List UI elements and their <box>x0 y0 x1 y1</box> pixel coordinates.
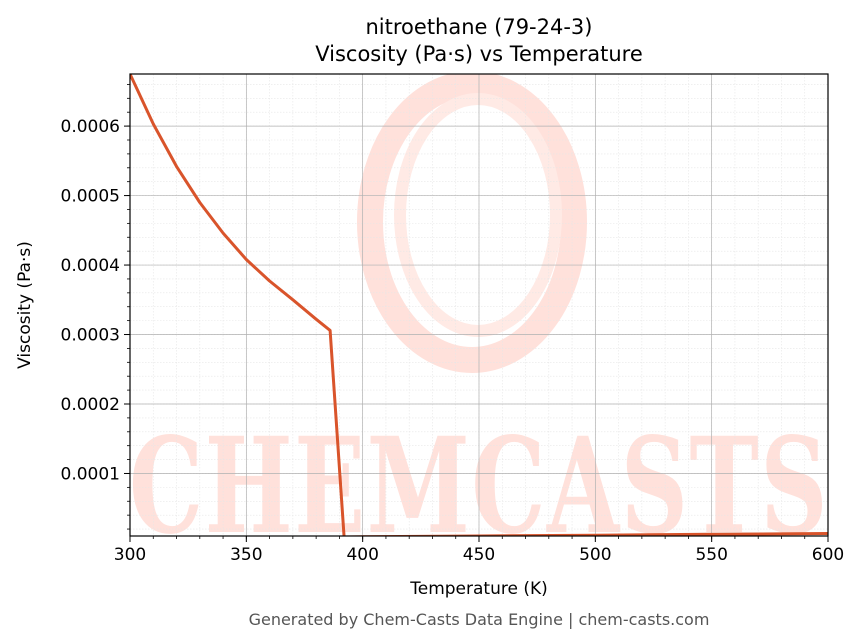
y-tick-label: 0.0003 <box>61 326 120 346</box>
x-tick-label: 600 <box>812 545 844 565</box>
footer-credit: Generated by Chem-Casts Data Engine | ch… <box>249 610 710 629</box>
chart-subtitle: Viscosity (Pa·s) vs Temperature <box>315 42 643 66</box>
x-axis-label: Temperature (K) <box>409 579 548 599</box>
x-tick-label: 350 <box>230 545 262 565</box>
swirl-logo <box>357 74 587 373</box>
y-tick-label: 0.0005 <box>61 187 120 207</box>
x-tick-label: 400 <box>346 545 378 565</box>
x-tick-label: 300 <box>114 545 146 565</box>
y-tick-label: 0.0002 <box>61 395 120 415</box>
y-tick-labels: 0.0001 0.0002 0.0003 0.0004 0.0005 0.0006 <box>61 117 120 484</box>
y-axis-label: Viscosity (Pa·s) <box>15 241 35 369</box>
x-tick-label: 500 <box>579 545 611 565</box>
y-tick-label: 0.0001 <box>61 464 120 484</box>
y-tick-label: 0.0006 <box>61 117 120 137</box>
chart-title: nitroethane (79-24-3) <box>366 15 593 39</box>
y-tick-label: 0.0004 <box>61 256 120 276</box>
x-tick-label: 550 <box>695 545 727 565</box>
x-tick-labels: 300 350 400 450 500 550 600 <box>114 545 844 565</box>
x-tick-label: 450 <box>463 545 495 565</box>
axis-ticks <box>124 84 829 542</box>
